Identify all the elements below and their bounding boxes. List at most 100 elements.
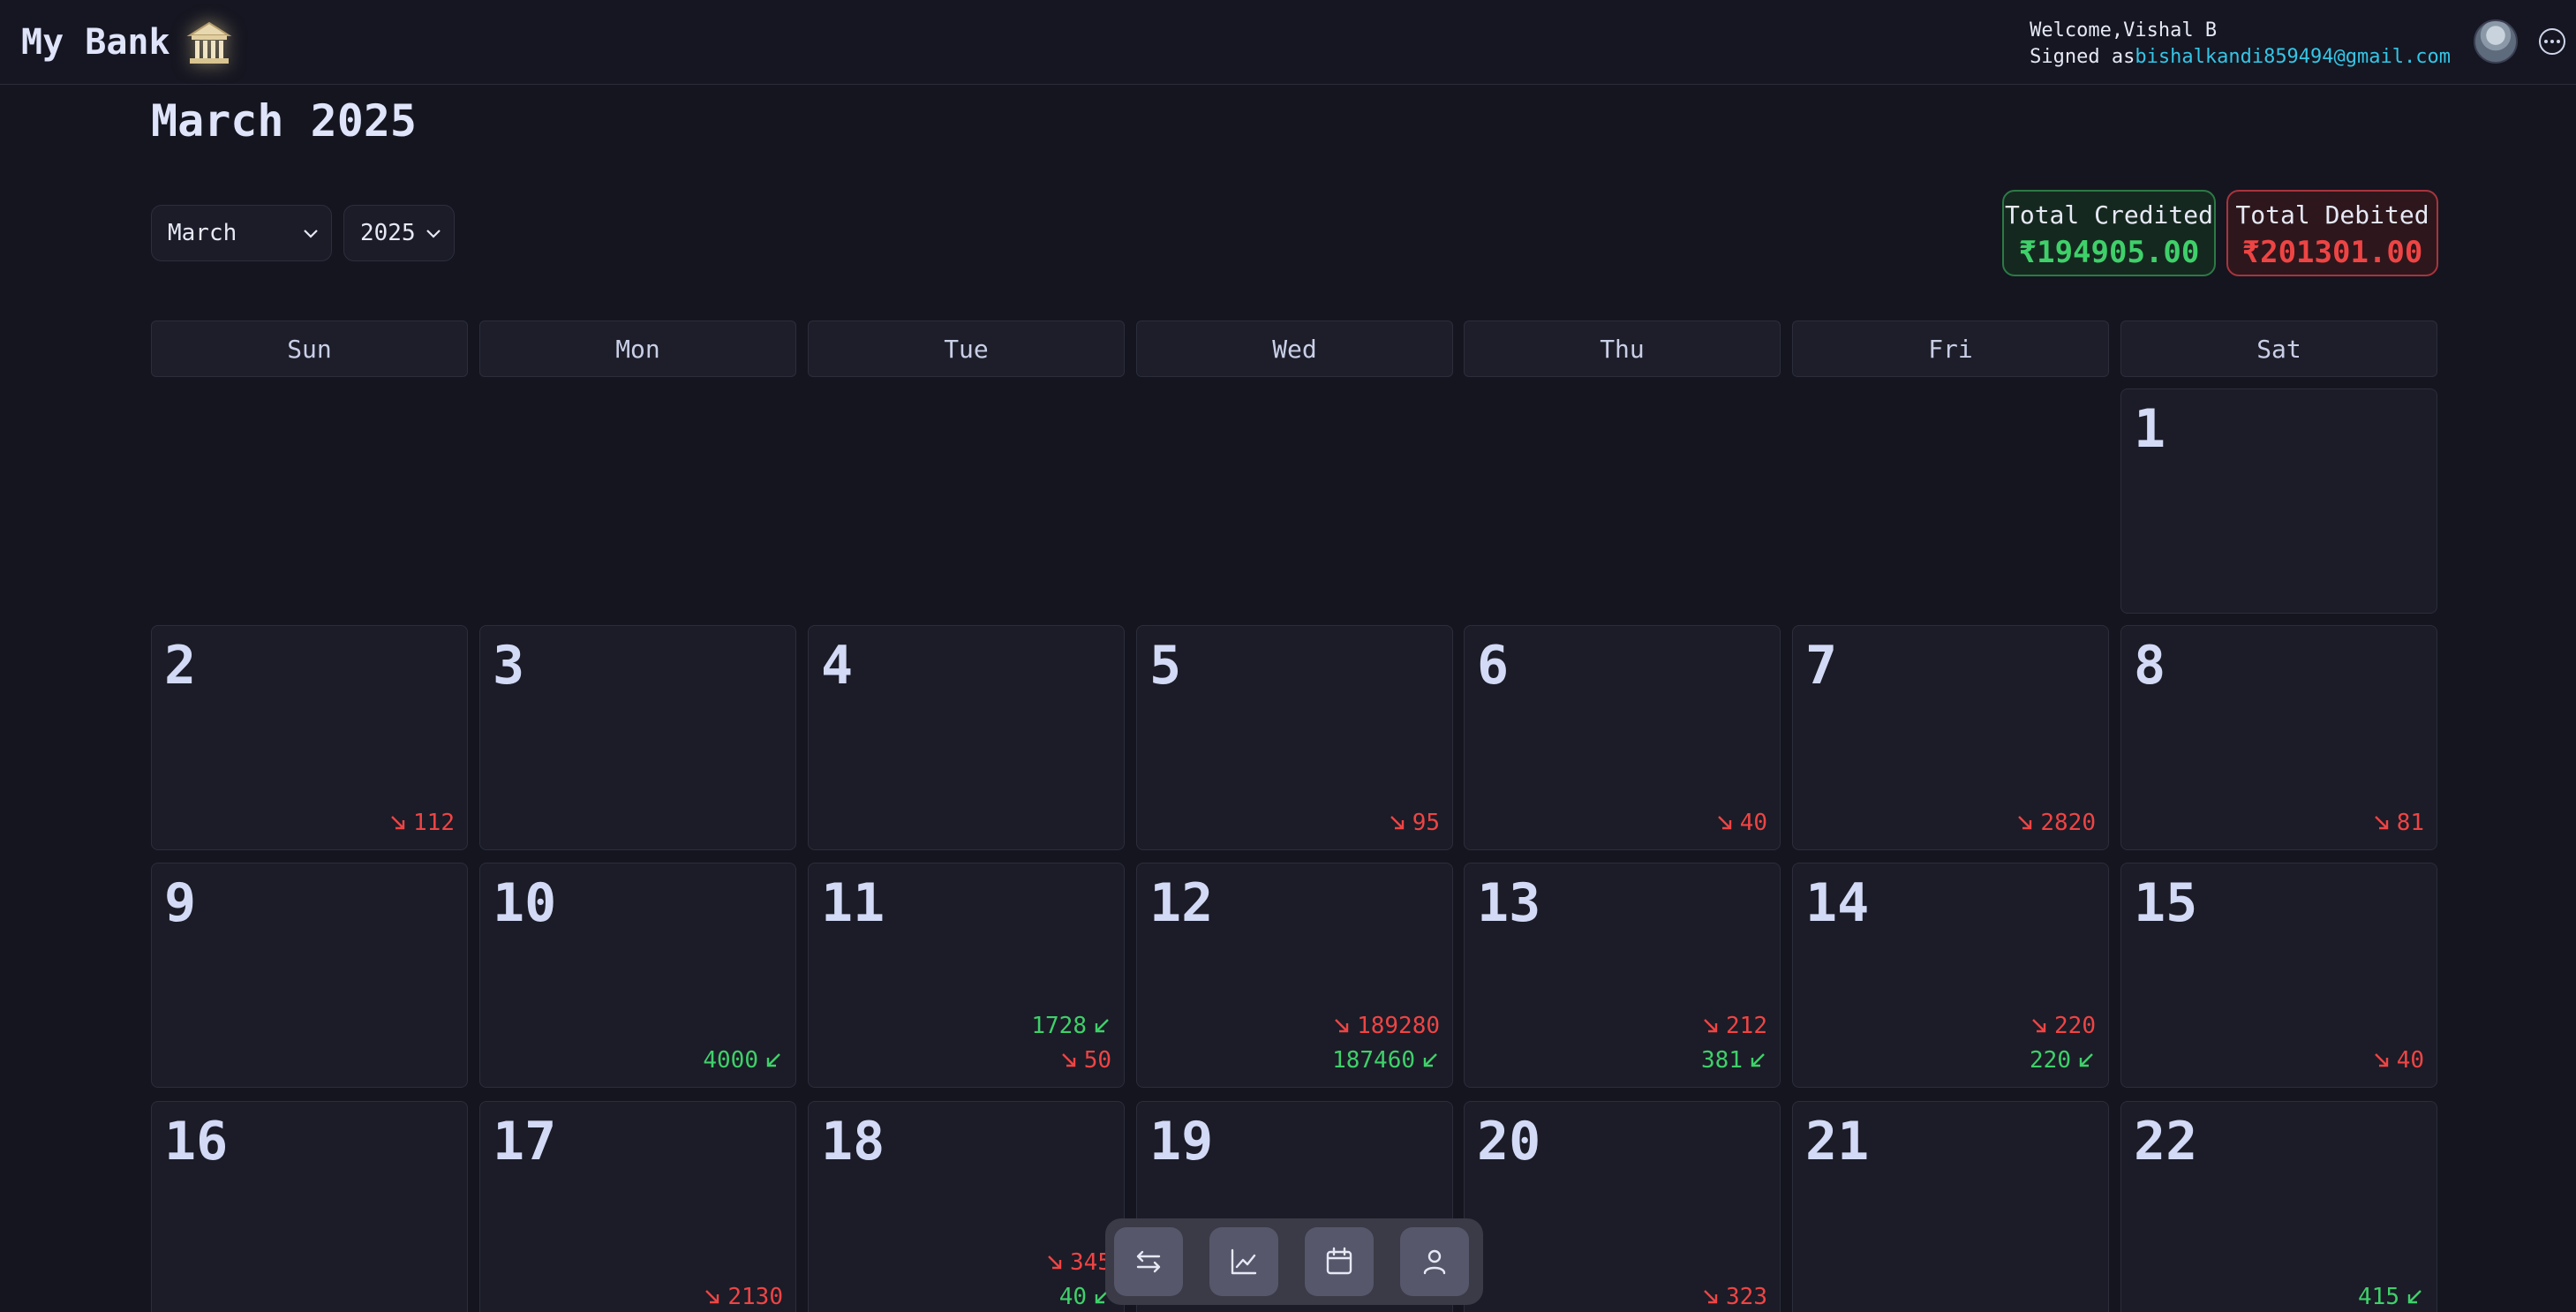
debit-value: 50 xyxy=(1083,1047,1111,1074)
credit-value: 4000 xyxy=(703,1047,758,1074)
day-number: 15 xyxy=(2134,872,2198,934)
bottom-nav-dock xyxy=(1105,1218,1483,1305)
credit-amount: 415 xyxy=(2358,1284,2424,1310)
arrow-down-right-icon xyxy=(2374,1053,2388,1067)
arrow-down-left-icon xyxy=(766,1053,780,1067)
day-cell-18[interactable]: 18 345 40 xyxy=(808,1101,1125,1312)
transactions-button[interactable] xyxy=(1114,1227,1183,1296)
debit-value: 40 xyxy=(2396,1047,2424,1074)
day-number: 22 xyxy=(2134,1111,2198,1173)
day-cell-1[interactable]: 1 xyxy=(2120,388,2437,614)
arrow-down-right-icon xyxy=(1061,1053,1075,1067)
brand[interactable]: My Bank xyxy=(21,18,234,67)
profile-button[interactable] xyxy=(1400,1227,1469,1296)
day-number: 19 xyxy=(1149,1111,1214,1173)
weekday-sat: Sat xyxy=(2120,320,2437,377)
arrow-down-left-icon xyxy=(1095,1019,1109,1033)
credit-amount: 220 xyxy=(2030,1047,2096,1074)
day-cell-12[interactable]: 12 189280 187460 xyxy=(1136,863,1453,1088)
page-title: March 2025 xyxy=(151,95,418,147)
analytics-button[interactable] xyxy=(1209,1227,1278,1296)
day-cell-16[interactable]: 16 xyxy=(151,1101,468,1312)
total-credited-label: Total Credited xyxy=(2004,200,2213,230)
debit-value: 95 xyxy=(1412,810,1440,836)
arrow-down-left-icon xyxy=(2079,1053,2093,1067)
debit-value: 189280 xyxy=(1357,1013,1440,1039)
arrow-down-right-icon xyxy=(1704,1019,1718,1033)
day-cell-4[interactable]: 4 xyxy=(808,625,1125,850)
arrow-down-right-icon xyxy=(1048,1255,1062,1270)
day-cell-8[interactable]: 8 81 xyxy=(2120,625,2437,850)
debit-value: 323 xyxy=(1726,1284,1767,1310)
debit-amount: 189280 xyxy=(1332,1013,1440,1039)
day-number: 14 xyxy=(1805,872,1870,934)
calendar-button[interactable] xyxy=(1305,1227,1374,1296)
day-cell-15[interactable]: 15 40 xyxy=(2120,863,2437,1088)
day-number: 12 xyxy=(1149,872,1214,934)
debit-value: 81 xyxy=(2396,810,2424,836)
debit-amount: 323 xyxy=(1701,1284,1767,1310)
debit-amount: 220 xyxy=(2030,1013,2096,1039)
arrow-down-right-icon xyxy=(705,1290,719,1304)
day-cell-20[interactable]: 20 323 xyxy=(1464,1101,1781,1312)
day-cell-14[interactable]: 14 220 220 xyxy=(1792,863,2109,1088)
debit-amount: 2820 xyxy=(2015,810,2096,836)
day-cell-11[interactable]: 11 1728 50 xyxy=(808,863,1125,1088)
day-number: 10 xyxy=(493,872,557,934)
debit-amount: 40 xyxy=(2372,1047,2424,1074)
year-select-value: 2025 xyxy=(360,220,416,246)
avatar[interactable] xyxy=(2474,19,2518,64)
credit-value: 220 xyxy=(2030,1047,2071,1074)
weekday-sun: Sun xyxy=(151,320,468,377)
day-number: 8 xyxy=(2134,635,2166,697)
day-cell-6[interactable]: 6 40 xyxy=(1464,625,1781,850)
credit-value: 415 xyxy=(2358,1284,2399,1310)
arrow-down-right-icon xyxy=(2374,816,2388,830)
debit-value: 212 xyxy=(1726,1013,1767,1039)
year-select[interactable]: 2025 xyxy=(343,205,455,261)
credit-amount: 1728 xyxy=(1031,1013,1111,1039)
day-number: 16 xyxy=(164,1111,229,1173)
chart-icon xyxy=(1231,1248,1257,1275)
day-number: 3 xyxy=(493,635,525,697)
day-number: 11 xyxy=(821,872,885,934)
signed-prefix: Signed as xyxy=(2030,46,2135,68)
user-icon xyxy=(1423,1249,1446,1275)
day-cell-7[interactable]: 7 2820 xyxy=(1792,625,2109,850)
day-cell-3[interactable]: 3 xyxy=(479,625,796,850)
brand-name: My Bank xyxy=(21,22,170,63)
arrow-down-right-icon xyxy=(391,816,405,830)
arrow-down-left-icon xyxy=(1751,1053,1765,1067)
month-select-value: March xyxy=(168,220,237,246)
more-options-icon[interactable] xyxy=(2539,28,2565,55)
weekday-mon: Mon xyxy=(479,320,796,377)
month-select[interactable]: March xyxy=(151,205,332,261)
debit-value: 112 xyxy=(413,810,455,836)
user-email[interactable]: bishalkandi859494@gmail.com xyxy=(2135,46,2451,68)
day-number: 2 xyxy=(164,635,197,697)
day-cell-21[interactable]: 21 xyxy=(1792,1101,2109,1312)
weekday-thu: Thu xyxy=(1464,320,1781,377)
day-number: 17 xyxy=(493,1111,557,1173)
debit-amount: 212 xyxy=(1701,1013,1767,1039)
day-cell-17[interactable]: 17 2130 xyxy=(479,1101,796,1312)
debit-amount: 112 xyxy=(388,810,455,836)
day-cell-10[interactable]: 10 4000 xyxy=(479,863,796,1088)
debit-amount: 81 xyxy=(2372,810,2424,836)
day-number: 18 xyxy=(821,1111,885,1173)
credit-value: 1728 xyxy=(1031,1013,1087,1039)
debit-amount: 345 xyxy=(1045,1249,1111,1276)
day-number: 21 xyxy=(1805,1111,1870,1173)
debit-amount: 40 xyxy=(1715,810,1767,836)
day-cell-13[interactable]: 13 212 381 xyxy=(1464,863,1781,1088)
day-cell-5[interactable]: 5 95 xyxy=(1136,625,1453,850)
signed-as: Signed asbishalkandi859494@gmail.com xyxy=(2030,44,2451,71)
day-cell-22[interactable]: 22 415 xyxy=(2120,1101,2437,1312)
transfer-icon xyxy=(1136,1250,1161,1273)
arrow-down-right-icon xyxy=(1390,816,1404,830)
credit-value: 381 xyxy=(1701,1047,1743,1074)
day-number: 9 xyxy=(164,872,197,934)
day-cell-2[interactable]: 2 112 xyxy=(151,625,468,850)
day-cell-9[interactable]: 9 xyxy=(151,863,468,1088)
total-debited-value: ₹201301.00 xyxy=(2241,235,2423,270)
